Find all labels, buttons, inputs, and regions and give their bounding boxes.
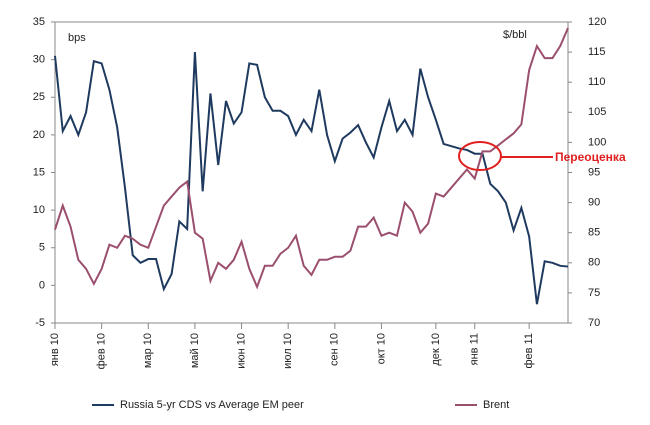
x-tick-label: дек 10	[430, 333, 442, 366]
y2-tick-label: 85	[588, 227, 600, 239]
y2-tick-label: 75	[588, 287, 600, 299]
y2-tick-label: 70	[588, 317, 600, 329]
annotation-circle	[458, 141, 502, 171]
y-tick-label: 25	[33, 91, 45, 103]
y-tick-label: 0	[39, 279, 45, 291]
legend-label: Brent	[483, 399, 509, 411]
y2-tick-label: 80	[588, 257, 600, 269]
x-tick-label: фев 10	[96, 333, 108, 369]
y-tick-label: 20	[33, 129, 45, 141]
x-tick-label: июн 10	[235, 333, 247, 369]
y-tick-label: -5	[35, 317, 45, 329]
y-tick-label: 30	[33, 54, 45, 66]
x-tick-label: июл 10	[282, 333, 294, 369]
y-tick-label: 35	[33, 16, 45, 28]
annotation-text: Переоценка	[555, 150, 626, 164]
y2-axis-label: $/bbl	[503, 29, 527, 41]
series-line	[54, 27, 569, 290]
x-tick-label: окт 10	[375, 333, 387, 364]
y2-tick-label: 110	[588, 76, 606, 88]
y2-tick-label: 120	[588, 16, 606, 28]
series-line	[54, 52, 569, 305]
y2-tick-label: 100	[588, 136, 606, 148]
y-tick-label: 15	[33, 166, 45, 178]
y-tick-label: 10	[33, 204, 45, 216]
y-axis-label: bps	[68, 32, 86, 44]
y2-tick-label: 105	[588, 106, 606, 118]
plot-frame	[54, 21, 569, 324]
legend-label: Russia 5-yr CDS vs Average EM peer	[120, 399, 304, 411]
y2-tick-label: 115	[588, 46, 606, 58]
x-tick-label: фев 11	[523, 333, 535, 369]
y-tick-label: 5	[39, 242, 45, 254]
x-tick-label: сен 10	[329, 333, 341, 366]
y2-tick-label: 95	[588, 166, 600, 178]
y2-tick-label: 90	[588, 197, 600, 209]
x-tick-label: янв 10	[49, 333, 61, 366]
x-tick-label: мар 10	[142, 333, 154, 368]
x-tick-label: май 10	[189, 333, 201, 368]
x-tick-label: янв 11	[469, 333, 481, 365]
